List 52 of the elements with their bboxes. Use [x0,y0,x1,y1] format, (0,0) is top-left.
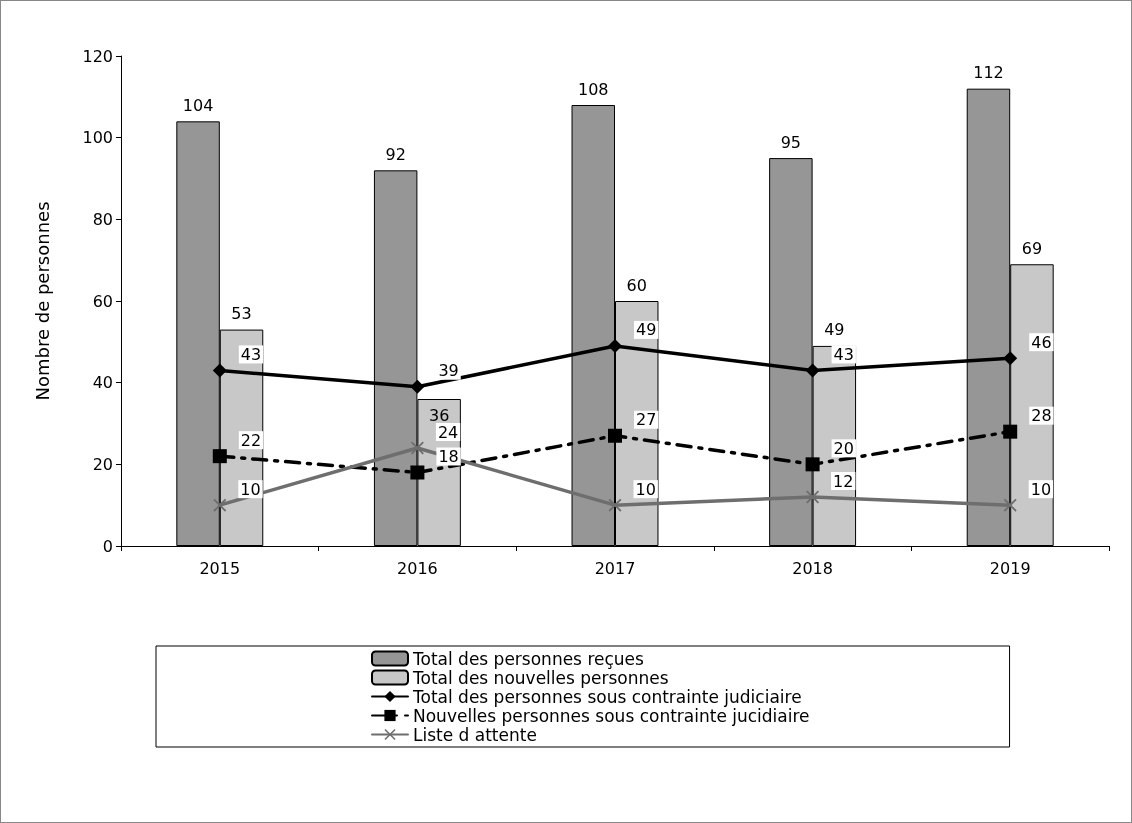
data-label: 112 [973,63,1004,83]
data-label: 27 [636,410,657,430]
point [608,498,622,512]
data-label: 104 [182,95,214,115]
data-label: 36 [428,405,450,425]
y-tick-label: 0 [102,536,113,556]
data-label: 20 [833,438,854,458]
point [1003,424,1018,439]
point [1003,498,1017,512]
data-label: 46 [1031,332,1052,352]
data-label: 28 [1031,406,1052,426]
data-label: 10 [635,479,656,499]
y-axis-title: Nombre de personnes [31,201,53,401]
data-label: 39 [438,361,459,381]
y-tick-label: 20 [92,454,113,474]
point [608,428,622,443]
data-label: 92 [385,144,406,164]
point [608,338,622,353]
x-tick-label: 2018 [792,558,833,578]
point [213,498,227,512]
point [410,465,425,480]
data-label: 60 [626,275,647,295]
data-label: 108 [577,79,609,99]
y-tick-label: 80 [92,209,113,229]
data-label: 24 [437,422,459,442]
y-tick-label: 40 [92,373,113,393]
data-label: 53 [231,304,252,324]
x-tick-label: 2016 [397,558,438,578]
data-label: 49 [636,320,657,340]
data-label: 10 [240,479,261,499]
data-label: 18 [438,447,459,466]
x-tick-label: 2015 [199,558,241,578]
x-tick-label: 2017 [594,558,636,578]
data-label: 10 [1030,479,1052,499]
data-label: 22 [240,430,262,450]
x-tick-label: 2019 [989,558,1031,578]
point [212,363,227,378]
data-label: 49 [824,320,845,340]
data-label: 12 [833,471,854,491]
point [410,379,425,394]
point [1003,351,1018,366]
point [212,449,227,464]
data-label: 69 [1021,238,1043,258]
y-tick-label: 100 [82,128,113,148]
data-label: 43 [240,344,262,364]
point [805,457,820,472]
legend-label: Total des personnes reçues [412,648,645,669]
y-tick-label: 120 [82,46,113,66]
data-label: 95 [780,132,802,152]
y-tick-label: 60 [92,291,113,311]
point [805,363,820,378]
data-label: 43 [833,344,854,364]
